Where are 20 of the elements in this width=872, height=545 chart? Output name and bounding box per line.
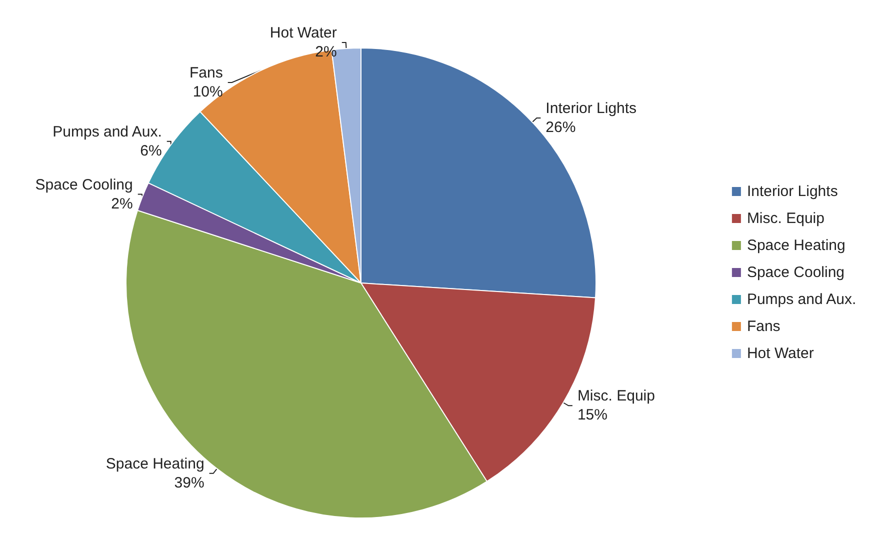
legend-label: Interior Lights [746, 183, 838, 200]
legend-label: Hot Water [746, 345, 814, 362]
slice-label: Space Cooling [35, 176, 133, 194]
legend-label: Misc. Equip [746, 210, 824, 227]
slice-label: Interior Lights [546, 100, 637, 118]
data-label: 39% [174, 474, 204, 492]
legend-label: Pumps and Aux. [746, 291, 856, 308]
slice-label: Hot Water [270, 24, 337, 42]
data-label: 6% [140, 142, 162, 160]
legend-label: Space Cooling [746, 264, 845, 281]
legend-label: Fans [746, 318, 780, 335]
data-label: 10% [192, 83, 223, 100]
slice-label: Space Heating [106, 455, 204, 472]
data-label: 2% [111, 195, 133, 212]
data-label: 15% [577, 406, 608, 424]
data-label: 26% [546, 119, 576, 136]
slice-label: Pumps and Aux. [52, 123, 162, 140]
slice-label: Fans [190, 64, 223, 82]
slice-label: Misc. Equip [577, 388, 655, 405]
legend-label: Space Heating [746, 237, 846, 254]
